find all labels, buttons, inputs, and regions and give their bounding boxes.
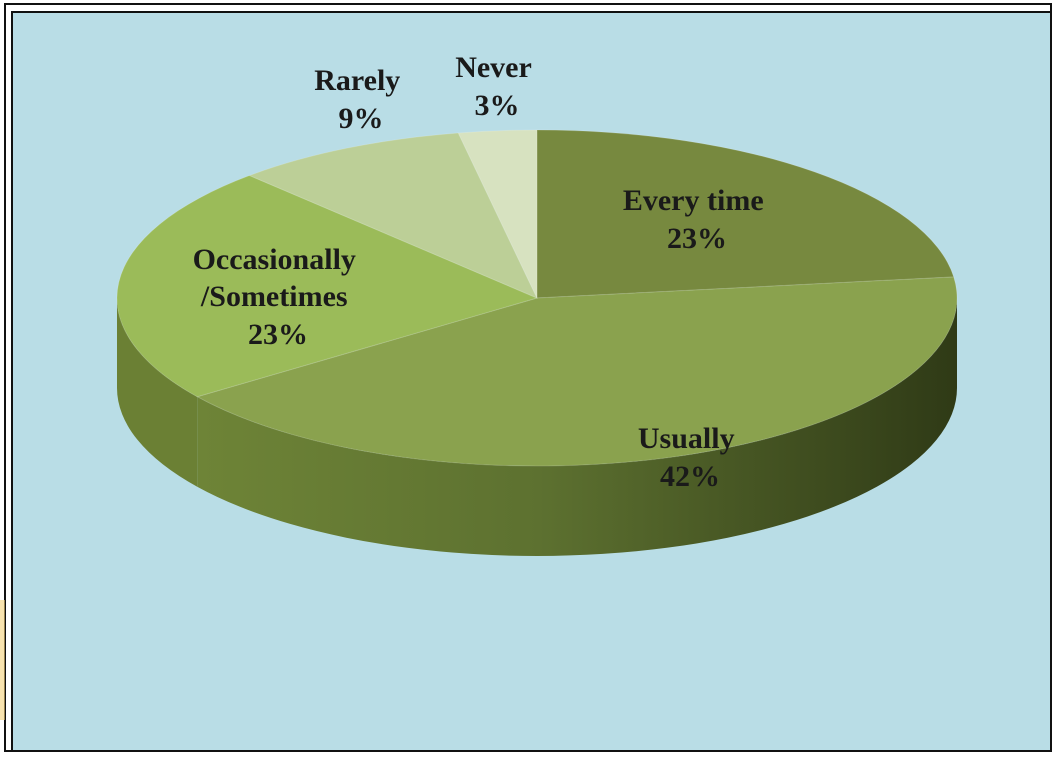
slice-label-usually: Usually 42% xyxy=(638,422,742,493)
slice-label-occasionally: Occasionally /Sometimes 23% xyxy=(193,243,364,351)
pie-slice-never xyxy=(457,129,538,299)
pie-slice-every-time xyxy=(536,129,955,299)
pie-side-usually xyxy=(197,298,958,556)
pie-slices xyxy=(116,129,958,467)
edge-highlight xyxy=(0,600,5,720)
slice-label-every-time: Every time 23% xyxy=(623,184,771,255)
pie-slice-occasionally-sometimes xyxy=(116,174,539,398)
pie-slice-rarely xyxy=(248,132,539,299)
slice-label-rarely: Rarely 9% xyxy=(314,64,408,135)
pie-side-occasionally-sometimes xyxy=(116,298,198,487)
pie-slice-usually xyxy=(195,276,958,467)
slice-label-never: Never 3% xyxy=(455,51,539,122)
pie-labels: Every time 23% Usually 42% Occasionally … xyxy=(193,51,771,493)
pie-depth xyxy=(116,298,958,556)
